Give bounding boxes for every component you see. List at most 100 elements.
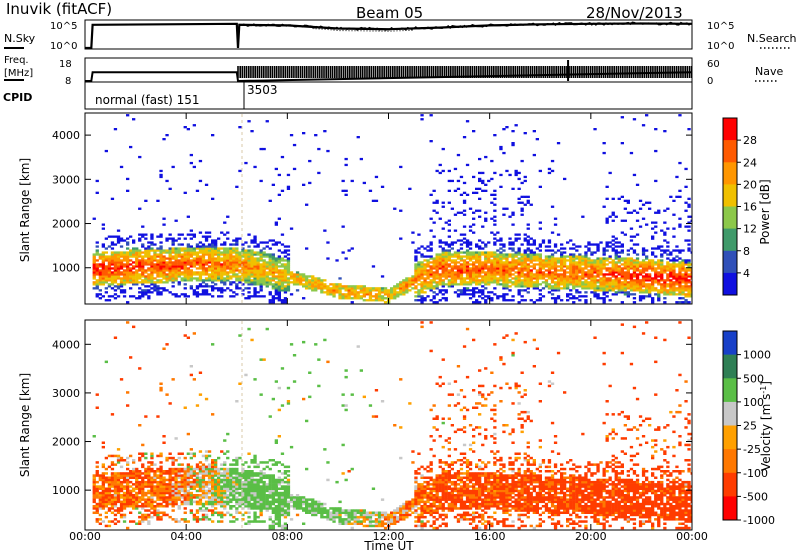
power-cell: [511, 281, 515, 284]
velocity-cell: [198, 489, 203, 493]
velocity-cell: [189, 483, 193, 486]
velocity-cell: [122, 494, 127, 497]
velocity-cell: [144, 518, 148, 521]
power-cell: [553, 271, 558, 274]
power-cell: [572, 259, 576, 262]
power-cell: [520, 281, 524, 284]
velocity-cell: [116, 485, 121, 488]
power-cell: [174, 269, 178, 272]
power-cell: [113, 267, 118, 270]
power-cell: [380, 299, 385, 302]
power-cell: [605, 249, 609, 252]
power-cell: [204, 271, 209, 274]
velocity-cell: [156, 509, 160, 512]
power-cell: [217, 273, 221, 276]
power-cell: [626, 271, 630, 274]
velocity-cell: [177, 496, 181, 499]
power-heatmap: [92, 114, 692, 304]
power-cell: [126, 259, 130, 262]
power-cell: [635, 263, 640, 266]
power-cell: [341, 293, 345, 296]
velocity-cell: [113, 472, 118, 475]
power-cell: [523, 175, 527, 179]
power-cell: [581, 261, 585, 264]
power-cell: [214, 251, 218, 254]
power-cell: [508, 275, 512, 278]
power-cell: [566, 265, 570, 268]
power-cell: [283, 275, 288, 278]
power-cell: [514, 171, 518, 175]
power-cell: [690, 269, 692, 272]
power-cell: [520, 267, 524, 270]
velocity-cell: [183, 474, 187, 477]
power-cell: [575, 275, 579, 278]
power-cell: [165, 269, 169, 272]
power-cell: [553, 277, 558, 280]
power-cell: [523, 237, 527, 240]
power-cell: [462, 136, 467, 139]
power-cell: [180, 233, 184, 236]
power-cell: [144, 249, 148, 252]
velocity-cell: [144, 494, 148, 497]
power-cell: [453, 291, 458, 294]
power-cell: [244, 241, 248, 244]
power-cell: [475, 243, 479, 246]
power-cell: [487, 257, 491, 260]
power-cell: [317, 147, 321, 151]
power-cell: [502, 299, 506, 302]
power-cell: [623, 291, 627, 294]
power-cell: [617, 241, 621, 244]
power-cell: [638, 273, 643, 276]
velocity-cell: [214, 485, 218, 488]
power-cell: [153, 271, 157, 274]
power-cell: [217, 261, 221, 264]
power-cell: [590, 277, 594, 280]
power-cell: [171, 237, 175, 240]
power-cell: [207, 235, 212, 238]
power-cell: [608, 267, 612, 270]
power-cell: [529, 275, 533, 278]
power-cell: [265, 283, 269, 286]
power-cell: [550, 169, 555, 173]
power-cell: [468, 297, 473, 300]
power-cell: [605, 219, 609, 222]
power-cell: [259, 253, 263, 256]
velocity-cell: [92, 480, 96, 484]
power-cell: [141, 273, 145, 276]
velocity-cell: [201, 513, 206, 517]
power-cell: [289, 281, 294, 284]
power-cell: [578, 253, 582, 256]
power-cell: [654, 273, 658, 276]
power-cell: [590, 271, 594, 274]
velocity-cell: [144, 509, 148, 512]
power-cell: [593, 261, 597, 264]
power-cell: [462, 271, 467, 274]
power-cell: [645, 269, 649, 272]
power-cell: [529, 269, 533, 272]
power-cell: [605, 263, 609, 266]
power-cell: [277, 193, 281, 196]
power-cell: [687, 275, 691, 278]
velocity-cell: [104, 515, 108, 519]
power-cell: [493, 253, 497, 256]
power-cell: [496, 231, 500, 234]
velocity-cell: [183, 494, 187, 497]
velocity-cell: [150, 487, 154, 490]
power-cell: [201, 273, 206, 276]
velocity-cell: [195, 518, 200, 521]
velocity-cell: [153, 476, 157, 479]
power-cell: [475, 255, 479, 258]
power-cell: [98, 293, 102, 296]
velocity-cell: [138, 489, 142, 493]
power-cell: [414, 287, 418, 290]
power-cell: [444, 263, 448, 266]
power-cell: [126, 114, 130, 117]
power-cell: [569, 273, 573, 276]
power-cell: [532, 285, 536, 288]
velocity-cell: [156, 518, 160, 521]
power-cell: [168, 259, 172, 262]
power-cell: [450, 273, 454, 276]
power-cell: [238, 253, 242, 256]
power-cell: [690, 281, 692, 284]
power-cell: [641, 269, 646, 272]
